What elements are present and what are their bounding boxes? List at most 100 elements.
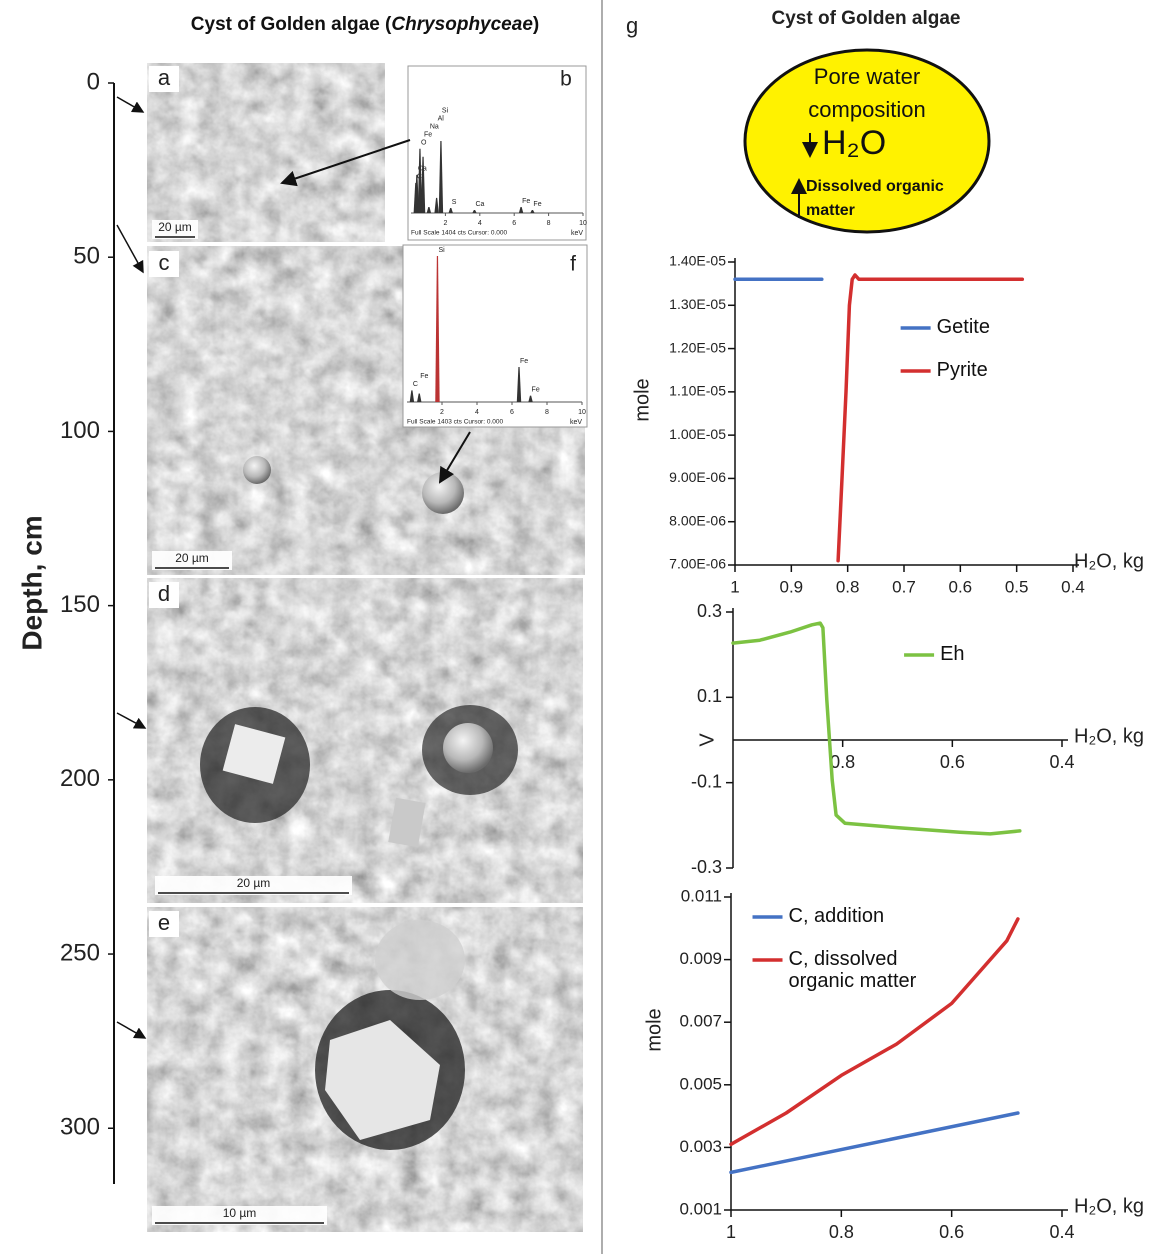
spectrum-footer: Full Scale 1404 cts Cursor: 0.000 (411, 230, 507, 237)
spectrum-unit: keV (570, 419, 582, 426)
x-tick-label: 0.6 (939, 1222, 964, 1242)
bubble-solute: Dissolved organic matter (806, 175, 946, 223)
y-tick-label: 0.005 (679, 1074, 722, 1093)
x-tick-label: 0.4 (1049, 752, 1074, 772)
x-axis-label: H₂O, kg (1074, 1195, 1144, 1217)
y-axis-label: mole (643, 1008, 665, 1051)
spectrum-tick-label: 4 (478, 220, 482, 227)
depth-tick-label: 200 (60, 765, 100, 792)
legend-label: C, addition (789, 905, 967, 927)
y-tick-label: 0.001 (679, 1199, 722, 1218)
legend-label: Eh (940, 643, 1118, 665)
y-axis-label: mole (631, 378, 653, 421)
scale-bar-label: 20 µm (175, 551, 209, 565)
spectrum-unit: keV (571, 230, 583, 237)
bubble-solvent: H₂O (822, 124, 886, 163)
x-tick-label: 1 (726, 1222, 736, 1242)
x-tick-label: 0.9 (780, 577, 804, 596)
bubble-heading: Pore water composition (772, 60, 962, 126)
legend-label: Getite (937, 316, 1115, 338)
y-tick-label: 1.10E-05 (669, 383, 726, 399)
spectrum-box-b (408, 66, 586, 240)
depth-arrow (117, 225, 143, 272)
depth-tick-label: 250 (60, 939, 100, 966)
x-tick-label: 0.6 (940, 752, 965, 772)
depth-axis-label: Depth, cm (16, 515, 47, 650)
spectrum-tick-label: 2 (440, 409, 444, 416)
peak-label: Si (442, 108, 449, 115)
peak-label: Ca (475, 201, 484, 208)
y-tick-label: 8.00E-06 (669, 512, 726, 528)
peak-label: O (421, 140, 427, 147)
peak-label: Fe (420, 373, 428, 380)
spectrum-tick-label: 8 (545, 409, 549, 416)
y-tick-label: 0.009 (679, 949, 722, 968)
y-tick-label: 0.011 (681, 886, 722, 905)
depth-tick-label: 300 (60, 1114, 100, 1141)
y-tick-label: 1.30E-05 (669, 296, 726, 312)
depth-tick-label: 50 (73, 243, 100, 270)
peak-label: S (452, 199, 457, 206)
y-tick-label: 1.00E-05 (669, 426, 726, 442)
panel-letter: b (560, 68, 572, 91)
panel-letter: f (570, 253, 576, 276)
y-tick-label: 9.00E-06 (669, 469, 726, 485)
left-title: Cyst of Golden algae (Chrysophyceae) (150, 14, 580, 36)
peak-label: C (413, 381, 418, 388)
sem-image-a (147, 63, 385, 242)
y-tick-label: 7.00E-06 (669, 556, 726, 572)
peak-label: Na (430, 124, 439, 131)
peak-label: Fe (424, 132, 432, 139)
y-tick-label: -0.3 (691, 857, 722, 877)
scale-bar-label: 20 µm (237, 876, 271, 890)
peak-label: Fe (532, 386, 540, 393)
depth-tick-label: 150 (60, 591, 100, 618)
legend-label: C, dissolved organic matter (789, 948, 967, 992)
x-tick-label: 0.7 (892, 577, 916, 596)
series-line (731, 1113, 1018, 1172)
title-taxon: Chrysophyceae (391, 14, 533, 35)
y-tick-label: 0.003 (679, 1137, 722, 1156)
y-tick-label: 1.20E-05 (669, 339, 726, 355)
y-tick-label: 1.40E-05 (669, 253, 726, 269)
spectrum-box-f (403, 245, 587, 427)
spectrum-tick-label: 10 (579, 220, 587, 227)
x-tick-label: 0.8 (836, 577, 860, 596)
depth-arrow (117, 97, 143, 112)
spectrum-tick-label: 6 (510, 409, 514, 416)
figure-canvas: g Cyst of Golden algae Depth, cm 0501001… (0, 0, 1166, 1254)
y-tick-label: 0.3 (697, 601, 722, 621)
panel-letter: e (158, 910, 170, 935)
depth-tick-label: 0 (87, 68, 100, 95)
y-tick-label: -0.1 (691, 771, 722, 791)
spectrum-tick-label: 10 (578, 409, 586, 416)
peak-label: Fe (533, 201, 541, 208)
y-tick-label: 0.1 (697, 686, 722, 706)
title-part: Cyst of Golden algae ( (191, 14, 392, 35)
x-tick-label: 1 (730, 577, 739, 596)
scale-bar-label: 20 µm (158, 220, 192, 234)
y-axis-label: V (696, 733, 718, 747)
depth-tick-label: 100 (60, 417, 100, 444)
x-tick-label: 0.8 (830, 752, 855, 772)
spectrum-tick-label: 4 (475, 409, 479, 416)
peak-label: Fe (520, 358, 528, 365)
depth-arrow (117, 1022, 145, 1038)
panel-letter: d (158, 581, 170, 606)
peak-label: Al (438, 116, 445, 123)
spectrum-footer: Full Scale 1403 cts Cursor: 0.000 (407, 419, 503, 426)
spectrum-tick-label: 6 (512, 220, 516, 227)
sem-image-e (147, 907, 583, 1232)
spectrum-tick-label: 2 (443, 220, 447, 227)
scale-bar-label: 10 µm (223, 1206, 257, 1220)
x-tick-label: 0.4 (1061, 577, 1085, 596)
x-axis-label: H₂O, kg (1074, 550, 1144, 572)
panel-letter: a (158, 65, 171, 90)
x-tick-label: 0.6 (949, 577, 973, 596)
panel-letter: c (159, 250, 170, 275)
figure: g Cyst of Golden algae Depth, cm 0501001… (0, 0, 1166, 1254)
peak-label: Fe (522, 198, 530, 205)
spectrum-tick-label: 8 (547, 220, 551, 227)
x-tick-label: 0.5 (1005, 577, 1029, 596)
sem-image-d (147, 578, 583, 903)
